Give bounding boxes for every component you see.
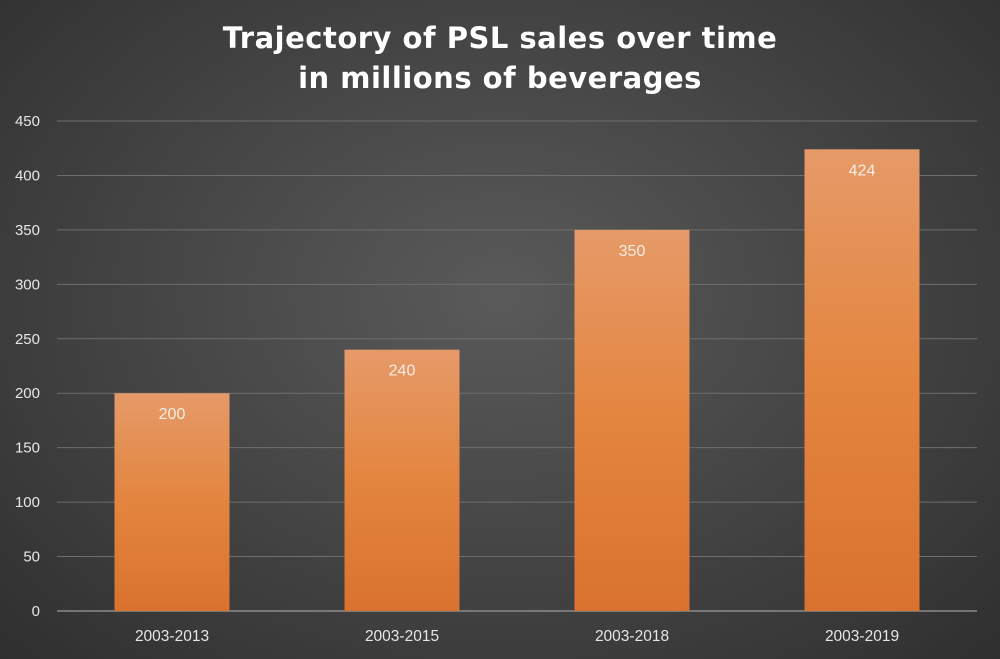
bar-2003-2015 [344, 349, 460, 611]
y-tick-label: 200 [15, 385, 40, 402]
y-axis: 0 50 100 150 200 250 300 350 400 450 [15, 113, 40, 620]
y-tick-label: 350 [15, 222, 40, 239]
y-tick-label: 300 [15, 276, 40, 293]
data-labels: 200 240 350 424 [159, 162, 876, 423]
bar-2003-2018 [574, 229, 690, 611]
x-category-label: 2003-2015 [365, 628, 439, 645]
y-tick-label: 50 [23, 549, 40, 566]
chart-title-line-1: Trajectory of PSL sales over time [222, 21, 778, 55]
x-category-label: 2003-2013 [135, 628, 209, 645]
x-category-label: 2003-2018 [595, 628, 669, 645]
data-label: 424 [849, 162, 876, 179]
chart-title-line-2: in millions of beverages [298, 61, 702, 95]
x-axis: 2003-2013 2003-2015 2003-2018 2003-2019 [135, 628, 899, 645]
y-tick-label: 450 [15, 113, 40, 130]
data-label: 200 [159, 406, 186, 423]
bars [114, 149, 920, 612]
bar-2003-2013 [114, 393, 230, 611]
x-category-label: 2003-2019 [825, 628, 899, 645]
y-tick-label: 400 [15, 167, 40, 184]
y-tick-label: 100 [15, 494, 40, 511]
data-label: 240 [389, 363, 416, 380]
data-label: 350 [619, 243, 646, 260]
y-tick-label: 250 [15, 331, 40, 348]
y-tick-label: 0 [32, 603, 40, 620]
chart-title: Trajectory of PSL sales over time in mil… [0, 18, 1000, 98]
y-tick-label: 150 [15, 440, 40, 457]
bar-2003-2019 [804, 149, 920, 612]
